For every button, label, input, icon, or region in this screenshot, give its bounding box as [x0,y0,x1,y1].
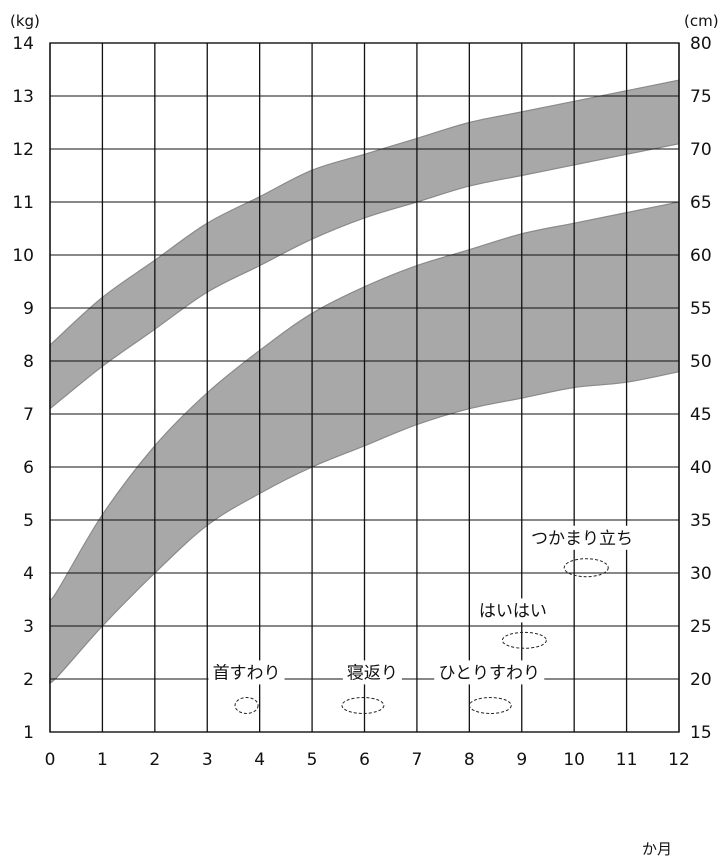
y-right-tick-label: 60 [690,246,712,266]
milestone-label: ひとりすわり [439,663,541,683]
x-tick-label: 6 [359,750,370,770]
x-tick-label: 0 [45,750,56,770]
y-left-tick-label: 2 [23,670,34,690]
y-left-tick-label: 11 [12,193,34,213]
x-tick-label: 2 [149,750,160,770]
y-right-tick-label: 55 [690,299,712,319]
milestone-label-bg [208,660,285,685]
x-tick-label: 10 [563,750,585,770]
y-left-tick-label: 6 [23,458,34,478]
y-right-tick-label: 65 [690,193,712,213]
y-left-tick-label: 12 [12,140,34,160]
y-left-tick-label: 5 [23,511,34,531]
x-tick-label: 12 [668,750,690,770]
y-right-tick-label: 15 [690,723,712,743]
milestone-label: 首すわり [213,663,281,683]
grid-layer [49,42,680,733]
y-right-tick-label: 40 [690,458,712,478]
right-unit-label: (cm) [684,12,719,30]
milestone-label-bg [527,525,638,550]
milestone-label: 寝返り [347,662,398,683]
milestone-label: つかまり立ち [531,529,633,549]
y-left-tick-label: 4 [23,564,34,584]
y-left-tick-label: 10 [12,246,34,266]
plot-frame [49,42,680,733]
x-unit-label: か月 [642,840,672,858]
left-unit-label: (kg) [10,12,40,30]
y-right-tick-label: 80 [690,34,712,54]
y-right-tick-label: 70 [690,140,712,160]
milestone-label: はいはい [479,601,547,621]
x-tick-label: 5 [307,750,318,770]
milestone-layer: 首すわり 寝返り ひとりすわり はいはい つかまり立ち [208,525,638,714]
y-right-tick-label: 30 [690,564,712,584]
y-right-tick-label: 25 [690,617,712,637]
y-left-tick-label: 9 [23,299,34,319]
x-tick-label: 3 [202,750,213,770]
y-left-tick-label: 3 [23,617,34,637]
tick-layer: 0 1 2 3 4 5 6 7 8 9 10 11 12123456789101112131415202… [12,34,711,770]
y-right-tick-label: 45 [690,405,712,425]
y-right-tick-label: 20 [690,670,712,690]
x-tick-label: 7 [412,750,423,770]
x-tick-label: 4 [254,750,265,770]
milestone-range [341,697,385,714]
milestone-range [468,697,512,714]
milestone-range [234,697,259,714]
y-left-tick-label: 8 [23,352,34,372]
y-left-tick-label: 7 [23,405,34,425]
y-left-tick-label: 13 [12,87,34,107]
x-tick-label: 1 [97,750,108,770]
milestone-label-bg [434,660,545,685]
milestone-range [501,631,547,649]
y-right-tick-label: 50 [690,352,712,372]
milestone-label-bg [474,598,551,623]
milestone-range [563,558,609,578]
y-left-tick-label: 1 [23,723,34,743]
y-right-tick-label: 35 [690,511,712,531]
y-right-tick-label: 75 [690,87,712,107]
milestone-label-bg [342,660,402,685]
x-tick-label: 8 [464,750,475,770]
x-tick-label: 11 [616,750,638,770]
y-left-tick-label: 14 [12,34,34,54]
x-tick-label: 9 [516,750,527,770]
